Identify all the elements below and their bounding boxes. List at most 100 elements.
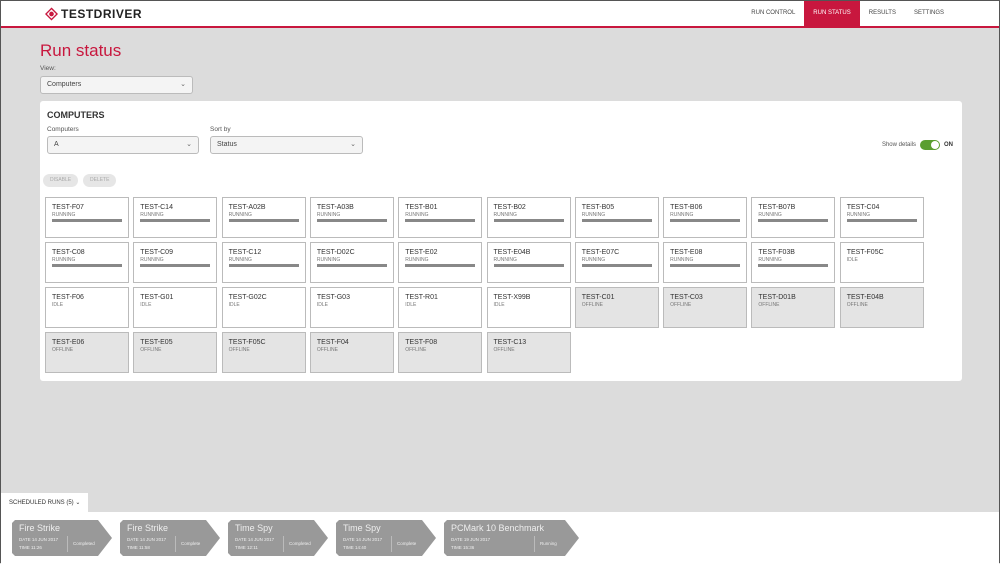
scheduled-run[interactable]: PCMark 10 Benchmark DATE 19 JUN 2017 TIME …	[444, 520, 579, 556]
computer-status: RUNNING	[581, 212, 606, 218]
computer-name: TEST-E05	[140, 339, 173, 346]
computer-name: TEST-C08	[52, 249, 85, 256]
computer-card[interactable]: TEST-G03 IDLE	[309, 287, 394, 328]
computer-card[interactable]: TEST-A02B RUNNING	[221, 197, 306, 238]
computer-card[interactable]: TEST-C14 RUNNING	[133, 197, 218, 238]
run-status: Completed	[67, 536, 95, 552]
testdriver-logo-icon	[45, 7, 58, 21]
scheduled-run[interactable]: Fire Strike DATE 14 JUN 2017 TIME 11:58 Com…	[120, 520, 220, 556]
computer-name: TEST-F03B	[758, 249, 795, 256]
computer-name: TEST-D02C	[316, 249, 355, 256]
delete-button[interactable]: DELETE	[83, 174, 117, 187]
computer-name: TEST-G03	[316, 294, 350, 301]
run-name: PCMark 10 Benchmark	[451, 523, 545, 533]
computer-card[interactable]: TEST-C03 OFFLINE	[663, 287, 748, 328]
run-datetime: DATE 19 JUN 2017 TIME 15:36	[451, 536, 490, 552]
computer-card[interactable]: TEST-C09 RUNNING	[133, 242, 218, 283]
nav-settings[interactable]: SETTINGS	[913, 10, 944, 16]
computer-status: OFFLINE	[405, 347, 427, 353]
computer-card[interactable]: TEST-B05 RUNNING	[574, 197, 659, 238]
computer-card[interactable]: TEST-F06 IDLE	[45, 287, 129, 328]
computer-card[interactable]: TEST-F03B RUNNING	[751, 242, 836, 283]
progress-bar	[316, 219, 387, 222]
computer-card[interactable]: TEST-X99B IDLE	[486, 287, 571, 328]
computers-select[interactable]: A ⌄	[47, 136, 199, 154]
disable-button[interactable]: DISABLE	[43, 174, 79, 187]
computer-card[interactable]: TEST-R01 IDLE	[398, 287, 483, 328]
computer-card[interactable]: TEST-B01 RUNNING	[398, 197, 483, 238]
computer-name: TEST-C03	[670, 294, 703, 301]
nav-run-control[interactable]: RUN CONTROL	[751, 10, 796, 16]
sort-select[interactable]: Status ⌄	[210, 136, 363, 154]
computer-card[interactable]: TEST-B02 RUNNING	[486, 197, 571, 238]
computer-card[interactable]: TEST-C13 OFFLINE	[486, 332, 571, 373]
computer-card[interactable]: TEST-B07B RUNNING	[751, 197, 836, 238]
computer-status: RUNNING	[228, 257, 252, 263]
computer-status: RUNNING	[758, 257, 782, 263]
show-details-toggle[interactable]	[920, 140, 940, 150]
computer-card[interactable]: TEST-C12 RUNNING	[221, 242, 306, 283]
scheduled-run[interactable]: Time Spy DATE 14 JUN 2017 TIME 12:11 Comple…	[228, 520, 328, 556]
computers-panel: COMPUTERS Computers A ⌄ Sort by Status ⌄ D…	[40, 101, 962, 381]
progress-bar	[228, 264, 299, 267]
computer-card[interactable]: TEST-E05 OFFLINE	[133, 332, 218, 373]
computer-status: RUNNING	[405, 257, 429, 263]
computer-card[interactable]: TEST-G01 IDLE	[133, 287, 218, 328]
computer-card[interactable]: TEST-C04 RUNNING	[839, 197, 924, 238]
progress-bar	[316, 264, 387, 267]
run-date: DATE 14 JUN 2017	[19, 537, 59, 542]
computer-status: IDLE	[846, 257, 858, 263]
main-nav: RUN CONTROL RUN STATUS RESULTS SETTINGS	[742, 1, 953, 26]
computer-status: RUNNING	[405, 212, 429, 218]
computer-card[interactable]: TEST-E04B RUNNING	[486, 242, 571, 283]
computer-name: TEST-B02	[493, 204, 526, 211]
scheduled-run[interactable]: Fire Strike DATE 14 JUN 2017 TIME 11:26 Com…	[12, 520, 112, 556]
scheduled-runs-tab[interactable]: SCHEDULED RUNS (5) ⌄	[1, 493, 88, 513]
computer-name: TEST-G02C	[228, 294, 267, 301]
chevron-down-icon: ⌄	[75, 500, 81, 506]
computer-name: TEST-A02B	[228, 204, 266, 211]
computer-card[interactable]: TEST-D01B OFFLINE	[751, 287, 836, 328]
computer-card[interactable]: TEST-B06 RUNNING	[663, 197, 748, 238]
computer-card[interactable]: TEST-C08 RUNNING	[45, 242, 129, 283]
computer-card[interactable]: TEST-C01 OFFLINE	[574, 287, 659, 328]
computer-card[interactable]: TEST-F05C IDLE	[839, 242, 924, 283]
computer-name: TEST-B07B	[758, 204, 796, 211]
computer-status: IDLE	[140, 302, 152, 308]
computer-card[interactable]: TEST-G02C IDLE	[221, 287, 306, 328]
computer-name: TEST-B05	[581, 204, 615, 211]
view-label: View:	[40, 65, 56, 72]
view-value: Computers	[47, 81, 82, 88]
computer-card[interactable]: TEST-F08 OFFLINE	[398, 332, 483, 373]
computer-name: TEST-G01	[140, 294, 174, 301]
computer-status: OFFLINE	[316, 347, 339, 353]
computer-name: TEST-F04	[316, 339, 349, 346]
panel-title: COMPUTERS	[47, 110, 105, 120]
computer-card[interactable]: TEST-F05C OFFLINE	[221, 332, 306, 373]
view-select[interactable]: Computers ⌄	[40, 76, 193, 94]
computer-name: TEST-F08	[405, 339, 438, 346]
computer-card[interactable]: TEST-F07 RUNNING	[45, 197, 129, 238]
computer-card[interactable]: TEST-E08 RUNNING	[663, 242, 748, 283]
computer-name: TEST-B06	[670, 204, 703, 211]
nav-run-status[interactable]: RUN STATUS	[804, 1, 860, 26]
computer-status: IDLE	[228, 302, 240, 308]
computer-card[interactable]: TEST-E06 OFFLINE	[45, 332, 129, 373]
computer-name: TEST-E06	[52, 339, 85, 346]
computer-card[interactable]: TEST-A03B RUNNING	[309, 197, 394, 238]
computer-name: TEST-C14	[140, 204, 173, 211]
computer-card[interactable]: TEST-E02 RUNNING	[398, 242, 483, 283]
scheduled-run[interactable]: Time Spy DATE 14 JUN 2017 TIME 14:40 Comple…	[336, 520, 436, 556]
computer-status: RUNNING	[228, 212, 252, 218]
computer-card[interactable]: TEST-E04B OFFLINE	[839, 287, 924, 328]
computer-card[interactable]: TEST-E07C RUNNING	[574, 242, 659, 283]
logo[interactable]: TESTDRIVER	[45, 7, 142, 21]
nav-results[interactable]: RESULTS	[868, 10, 896, 16]
computer-card[interactable]: TEST-D02C RUNNING	[309, 242, 394, 283]
progress-bar	[52, 219, 122, 222]
computer-status: RUNNING	[758, 212, 782, 218]
run-datetime: DATE 14 JUN 2017 TIME 14:40	[343, 536, 382, 552]
computer-card[interactable]: TEST-F04 OFFLINE	[309, 332, 394, 373]
computer-status: RUNNING	[316, 257, 341, 263]
scheduled-runs-bar: Fire Strike DATE 14 JUN 2017 TIME 11:26 Com…	[1, 512, 999, 564]
